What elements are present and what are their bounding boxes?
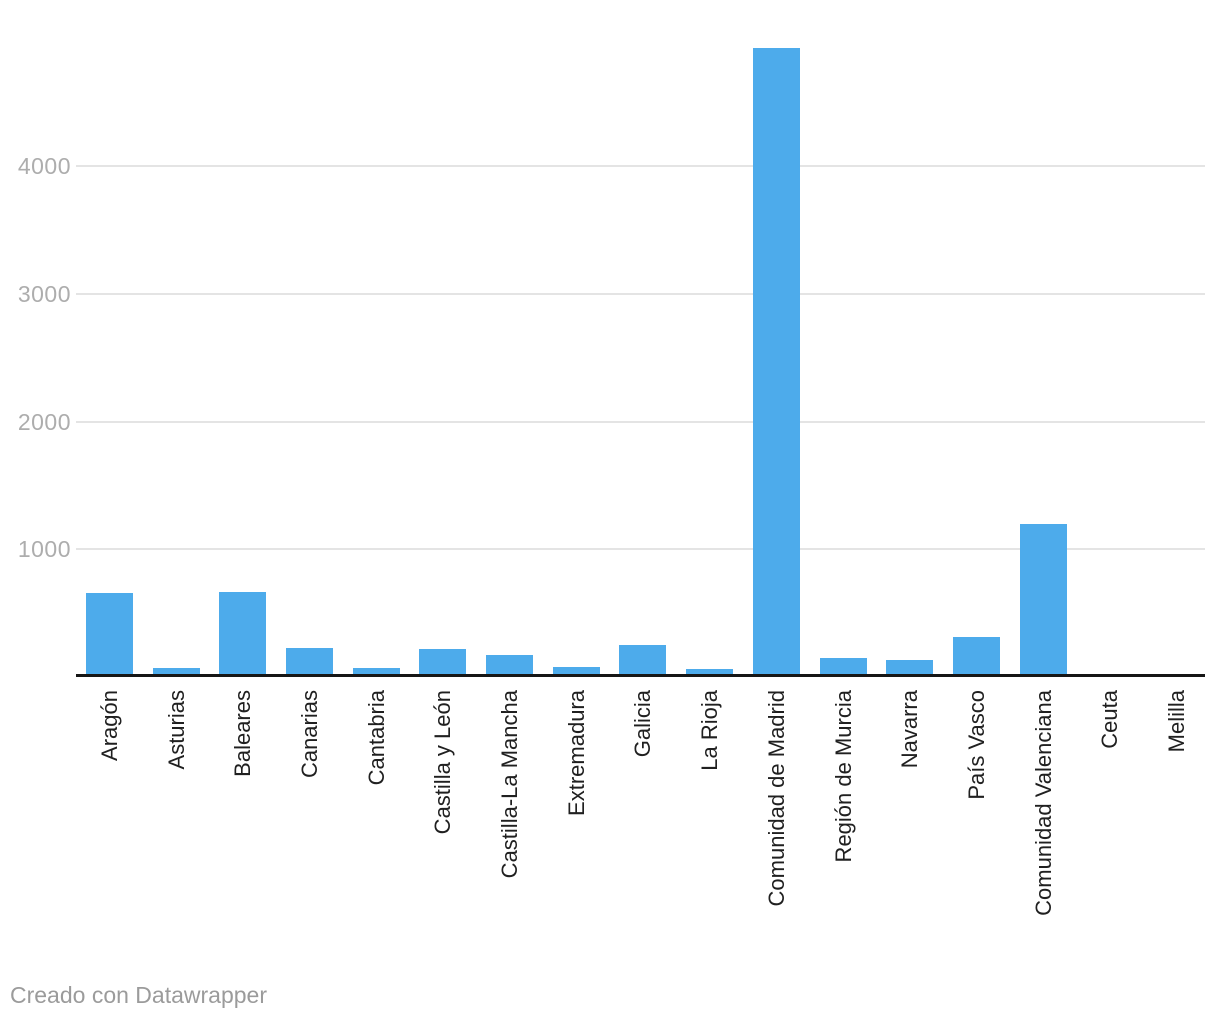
bar-comunidad-valenciana[interactable] (1020, 524, 1067, 677)
x-label-baleares: Baleares (230, 690, 255, 777)
x-label-galicia: Galicia (630, 690, 655, 758)
bar-comunidad-de-madrid[interactable] (753, 48, 800, 677)
x-label-cantabria: Cantabria (364, 690, 389, 786)
gridline-3000 (76, 293, 1205, 295)
bar-la-rioja[interactable] (686, 669, 733, 677)
x-label-región-de-murcia: Región de Murcia (831, 690, 856, 863)
x-label-asturias: Asturias (164, 690, 189, 770)
y-tick-label-4000: 4000 (17, 153, 71, 179)
bar-navarra[interactable] (886, 660, 933, 677)
x-label-ceuta: Ceuta (1097, 690, 1122, 749)
x-label-comunidad-de-madrid: Comunidad de Madrid (764, 690, 789, 907)
gridline-2000 (76, 421, 1205, 423)
x-label-comunidad-valenciana: Comunidad Valenciana (1031, 690, 1056, 916)
gridline-4000 (76, 165, 1205, 167)
bar-baleares[interactable] (219, 592, 266, 677)
bar-galicia[interactable] (619, 645, 666, 677)
x-label-melilla: Melilla (1164, 690, 1189, 753)
bar-región-de-murcia[interactable] (820, 658, 867, 677)
x-label-navarra: Navarra (897, 690, 922, 769)
x-label-castilla-y-león: Castilla y León (430, 690, 455, 835)
gridline-1000 (76, 548, 1205, 550)
x-label-país-vasco: País Vasco (964, 690, 989, 800)
y-tick-label-2000: 2000 (17, 409, 71, 435)
bar-canarias[interactable] (286, 648, 333, 677)
bar-país-vasco[interactable] (953, 637, 1000, 677)
x-label-canarias: Canarias (297, 690, 322, 779)
bar-aragón[interactable] (86, 593, 133, 677)
bar-cantabria[interactable] (353, 668, 400, 677)
x-label-castilla-la-mancha: Castilla-La Mancha (497, 690, 522, 879)
datawrapper-credit-link[interactable]: Creado con Datawrapper (10, 982, 267, 1008)
bar-extremadura[interactable] (553, 667, 600, 677)
x-label-extremadura: Extremadura (564, 690, 589, 816)
x-label-la-rioja: La Rioja (697, 690, 722, 771)
bar-asturias[interactable] (153, 668, 200, 677)
x-label-aragón: Aragón (97, 690, 122, 761)
bar-castilla-la-mancha[interactable] (486, 655, 533, 677)
bar-castilla-y-león[interactable] (419, 649, 466, 677)
y-tick-label-1000: 1000 (17, 536, 71, 562)
y-tick-label-3000: 3000 (17, 281, 71, 307)
x-axis-baseline (76, 674, 1205, 677)
